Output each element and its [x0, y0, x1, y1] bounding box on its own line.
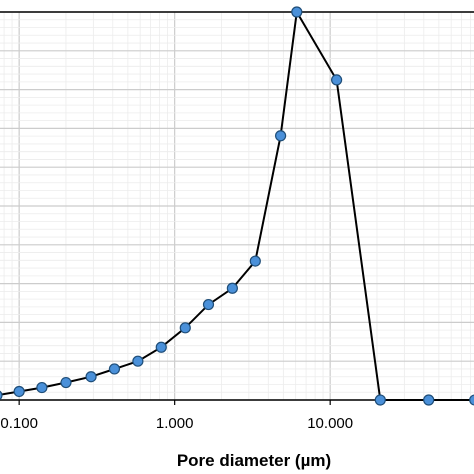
- x-tick-label: 0.100: [0, 415, 38, 432]
- x-axis-title: Pore diameter (µm): [177, 451, 331, 470]
- data-point: [226, 282, 238, 294]
- data-point: [85, 371, 97, 383]
- grid: [0, 11, 474, 401]
- plot-frame: [0, 11, 474, 401]
- data-point: [202, 298, 215, 311]
- data-point: [275, 130, 287, 142]
- x-tick-label: 1.000: [156, 415, 194, 432]
- data-point: [108, 363, 121, 375]
- data-point: [374, 394, 386, 406]
- data-point: [291, 6, 303, 18]
- data-point: [13, 385, 25, 398]
- data-point: [179, 322, 191, 334]
- data-point: [155, 341, 167, 353]
- data-point: [423, 394, 435, 406]
- data-point: [331, 74, 343, 86]
- data-point: [249, 255, 261, 267]
- data-point: [0, 390, 3, 401]
- data-point: [132, 355, 144, 367]
- data-point: [60, 376, 72, 389]
- data-point: [469, 394, 474, 406]
- x-tick-label: 10.000: [307, 415, 353, 432]
- data-points: [0, 6, 474, 406]
- data-point: [36, 381, 48, 394]
